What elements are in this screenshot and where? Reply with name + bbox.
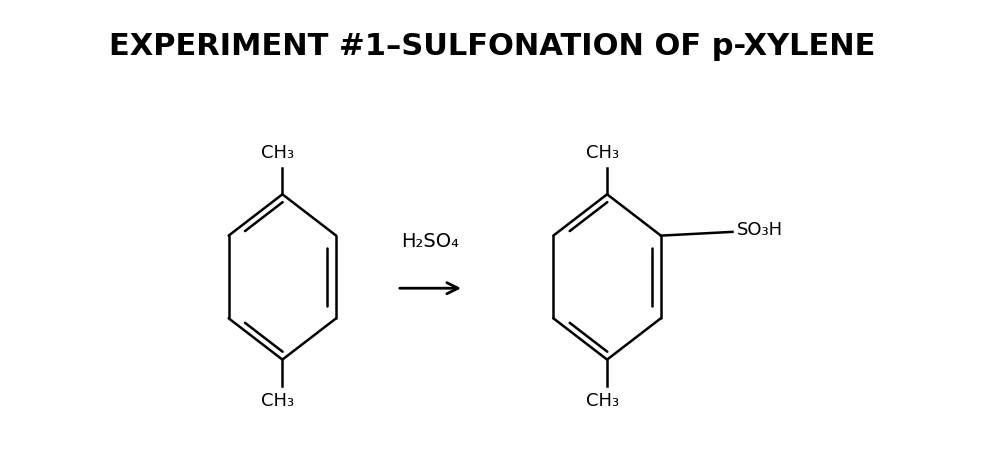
Text: CH₃: CH₃ [261,391,295,409]
Text: SO₃H: SO₃H [737,221,783,239]
Text: CH₃: CH₃ [586,391,619,409]
Text: CH₃: CH₃ [261,144,295,162]
Text: EXPERIMENT #1–SULFONATION OF p-XYLENE: EXPERIMENT #1–SULFONATION OF p-XYLENE [109,32,876,61]
Text: H₂SO₄: H₂SO₄ [402,231,459,251]
Text: CH₃: CH₃ [586,144,619,162]
